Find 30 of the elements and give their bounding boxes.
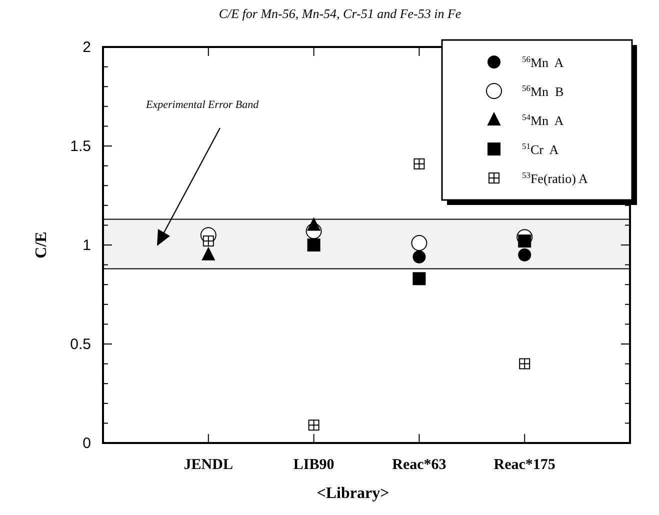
legend-label: $^{56}$Mn B [522, 83, 564, 99]
annotation: Experimental Error Band [145, 99, 260, 111]
legend-label: $^{51}$Cr A [522, 141, 560, 157]
y-tick-label: 2 [82, 39, 91, 56]
point [412, 272, 426, 286]
point [518, 234, 532, 248]
point [308, 420, 320, 431]
x-axis-title: <Library> [316, 485, 390, 502]
point [202, 247, 215, 260]
legend-label: $^{56}$Mn A [522, 54, 564, 70]
y-tick-label: 1 [82, 237, 91, 254]
legend-label: $^{54}$Mn A [522, 112, 564, 128]
point [202, 236, 214, 247]
point [518, 248, 532, 262]
x-tick-label: Reac*175 [494, 457, 556, 473]
y-tick-label: 0.5 [70, 336, 91, 353]
point [519, 358, 530, 370]
y-tick-label: 1.5 [70, 138, 91, 155]
point [307, 218, 320, 231]
point [411, 235, 428, 252]
point [414, 158, 425, 170]
point [412, 250, 426, 264]
chart-title: C/E for Mn-56, Mn-54, Cr-51 and Fe-53 in Fe [218, 6, 462, 21]
x-tick-label: JENDL [184, 457, 233, 473]
legend-label: $^{53}$Fe(ratio) A [522, 170, 588, 186]
x-tick-label: Reac*63 [392, 457, 446, 473]
point [307, 238, 320, 252]
y-axis-title: C/E [33, 232, 50, 258]
x-tick-label: LIB90 [293, 457, 334, 473]
y-tick-label: 0 [82, 435, 91, 452]
